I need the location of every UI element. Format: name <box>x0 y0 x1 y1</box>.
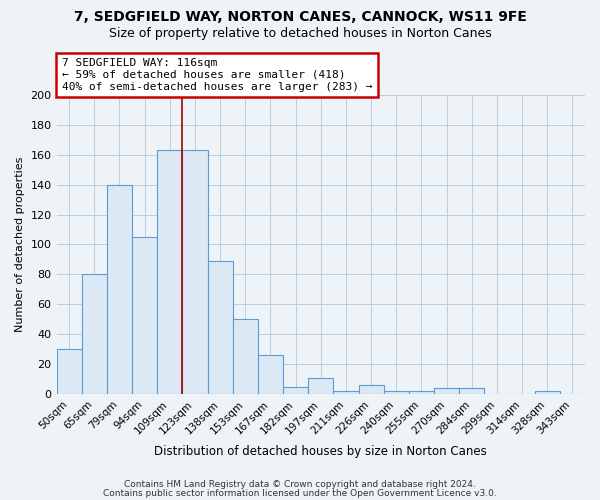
Bar <box>56 350 82 395</box>
Bar <box>82 274 107 394</box>
Bar <box>283 387 308 394</box>
Text: Contains public sector information licensed under the Open Government Licence v3: Contains public sector information licen… <box>103 488 497 498</box>
Bar <box>535 392 560 394</box>
Bar <box>308 378 334 394</box>
Bar <box>233 320 258 394</box>
Text: Contains HM Land Registry data © Crown copyright and database right 2024.: Contains HM Land Registry data © Crown c… <box>124 480 476 489</box>
Bar <box>107 184 132 394</box>
Bar <box>409 392 434 394</box>
Bar <box>359 386 383 394</box>
Bar <box>334 392 359 394</box>
Text: Size of property relative to detached houses in Norton Canes: Size of property relative to detached ho… <box>109 28 491 40</box>
Text: 7 SEDGFIELD WAY: 116sqm
← 59% of detached houses are smaller (418)
40% of semi-d: 7 SEDGFIELD WAY: 116sqm ← 59% of detache… <box>62 58 373 92</box>
Text: 7, SEDGFIELD WAY, NORTON CANES, CANNOCK, WS11 9FE: 7, SEDGFIELD WAY, NORTON CANES, CANNOCK,… <box>74 10 526 24</box>
Bar <box>182 150 208 394</box>
Bar <box>157 150 182 394</box>
Bar <box>132 237 157 394</box>
Bar <box>258 356 283 395</box>
Bar <box>383 392 409 394</box>
X-axis label: Distribution of detached houses by size in Norton Canes: Distribution of detached houses by size … <box>154 444 487 458</box>
Bar <box>434 388 459 394</box>
Bar <box>459 388 484 394</box>
Bar <box>208 261 233 394</box>
Y-axis label: Number of detached properties: Number of detached properties <box>15 157 25 332</box>
